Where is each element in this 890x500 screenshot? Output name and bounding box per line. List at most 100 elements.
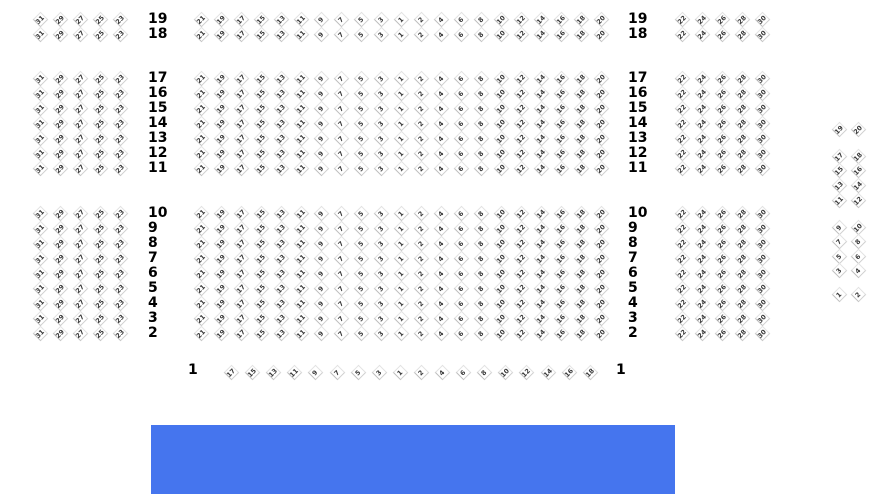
seat-row-side-4[interactable]: 4 (850, 262, 868, 279)
seat-row-2-17[interactable]: 17 (233, 325, 251, 342)
seat-row-18-31[interactable]: 31 (32, 26, 50, 43)
seat-row-18-24[interactable]: 24 (694, 26, 712, 43)
seat-row-2-12[interactable]: 12 (513, 325, 531, 342)
seat-row-2-24[interactable]: 24 (694, 325, 712, 342)
seat-row-11-28[interactable]: 28 (734, 160, 752, 177)
seat-row-2-2[interactable]: 2 (413, 325, 431, 342)
seat-row-18-29[interactable]: 29 (52, 26, 70, 43)
seat-row-11-12[interactable]: 12 (513, 160, 531, 177)
seat-row-11-13[interactable]: 13 (273, 160, 291, 177)
seat-row-11-20[interactable]: 20 (593, 160, 611, 177)
seat-row-18-3[interactable]: 3 (373, 26, 391, 43)
seat-row-18-8[interactable]: 8 (473, 26, 491, 43)
seat-row-1-16[interactable]: 16 (561, 364, 579, 381)
seat-row-2-5[interactable]: 5 (353, 325, 371, 342)
seat-row-side-1[interactable]: 1 (831, 286, 849, 303)
seat-row-2-18[interactable]: 18 (573, 325, 591, 342)
seat-row-11-25[interactable]: 25 (92, 160, 110, 177)
seat-row-11-27[interactable]: 27 (72, 160, 90, 177)
seat-row-1-9[interactable]: 9 (307, 364, 325, 381)
seat-row-2-7[interactable]: 7 (333, 325, 351, 342)
seat-row-11-14[interactable]: 14 (533, 160, 551, 177)
seat-row-2-20[interactable]: 20 (593, 325, 611, 342)
seat-row-18-6[interactable]: 6 (453, 26, 471, 43)
seat-row-11-10[interactable]: 10 (493, 160, 511, 177)
seat-row-18-14[interactable]: 14 (533, 26, 551, 43)
seat-row-11-5[interactable]: 5 (353, 160, 371, 177)
seat-row-2-1[interactable]: 1 (393, 325, 411, 342)
seat-row-11-18[interactable]: 18 (573, 160, 591, 177)
seat-row-18-23[interactable]: 23 (112, 26, 130, 43)
seat-row-18-2[interactable]: 2 (413, 26, 431, 43)
seat-row-2-21[interactable]: 21 (193, 325, 211, 342)
seat-row-side-2[interactable]: 2 (850, 286, 868, 303)
seat-row-1-2[interactable]: 2 (413, 364, 431, 381)
seat-row-18-28[interactable]: 28 (734, 26, 752, 43)
seat-row-11-9[interactable]: 9 (313, 160, 331, 177)
seat-row-2-15[interactable]: 15 (253, 325, 271, 342)
seat-row-2-31[interactable]: 31 (32, 325, 50, 342)
seat-row-1-18[interactable]: 18 (582, 364, 600, 381)
seat-row-11-7[interactable]: 7 (333, 160, 351, 177)
seat-row-side-19[interactable]: 19 (831, 121, 849, 138)
seat-row-11-19[interactable]: 19 (213, 160, 231, 177)
seat-row-18-21[interactable]: 21 (193, 26, 211, 43)
seat-row-2-10[interactable]: 10 (493, 325, 511, 342)
seat-row-11-8[interactable]: 8 (473, 160, 491, 177)
seat-row-2-4[interactable]: 4 (433, 325, 451, 342)
seat-row-18-25[interactable]: 25 (92, 26, 110, 43)
seat-row-1-13[interactable]: 13 (265, 364, 283, 381)
seat-row-1-6[interactable]: 6 (455, 364, 473, 381)
seat-row-18-7[interactable]: 7 (333, 26, 351, 43)
seat-row-18-11[interactable]: 11 (293, 26, 311, 43)
seat-row-2-19[interactable]: 19 (213, 325, 231, 342)
seat-row-18-20[interactable]: 20 (593, 26, 611, 43)
seat-row-1-10[interactable]: 10 (497, 364, 515, 381)
seat-row-18-18[interactable]: 18 (573, 26, 591, 43)
seat-row-2-8[interactable]: 8 (473, 325, 491, 342)
seat-row-11-15[interactable]: 15 (253, 160, 271, 177)
seat-row-1-12[interactable]: 12 (518, 364, 536, 381)
seat-row-side-11[interactable]: 11 (831, 192, 849, 209)
seat-row-2-6[interactable]: 6 (453, 325, 471, 342)
seat-row-2-16[interactable]: 16 (553, 325, 571, 342)
seat-row-18-4[interactable]: 4 (433, 26, 451, 43)
seat-row-18-13[interactable]: 13 (273, 26, 291, 43)
seat-row-18-16[interactable]: 16 (553, 26, 571, 43)
seat-row-11-11[interactable]: 11 (293, 160, 311, 177)
seat-row-11-23[interactable]: 23 (112, 160, 130, 177)
seat-row-11-26[interactable]: 26 (714, 160, 732, 177)
seat-row-11-3[interactable]: 3 (373, 160, 391, 177)
seat-row-18-1[interactable]: 1 (393, 26, 411, 43)
seat-row-2-27[interactable]: 27 (72, 325, 90, 342)
seat-row-11-22[interactable]: 22 (674, 160, 692, 177)
seat-row-1-8[interactable]: 8 (476, 364, 494, 381)
seat-row-11-29[interactable]: 29 (52, 160, 70, 177)
seat-row-2-9[interactable]: 9 (313, 325, 331, 342)
seat-row-11-1[interactable]: 1 (393, 160, 411, 177)
seat-row-11-30[interactable]: 30 (754, 160, 772, 177)
seat-row-18-10[interactable]: 10 (493, 26, 511, 43)
seat-row-2-3[interactable]: 3 (373, 325, 391, 342)
seat-row-18-5[interactable]: 5 (353, 26, 371, 43)
seat-row-2-28[interactable]: 28 (734, 325, 752, 342)
seat-row-11-6[interactable]: 6 (453, 160, 471, 177)
seat-row-2-14[interactable]: 14 (533, 325, 551, 342)
seat-row-1-11[interactable]: 11 (286, 364, 304, 381)
seat-row-2-30[interactable]: 30 (754, 325, 772, 342)
seat-row-11-2[interactable]: 2 (413, 160, 431, 177)
seat-row-18-22[interactable]: 22 (674, 26, 692, 43)
seat-row-1-17[interactable]: 17 (223, 364, 241, 381)
seat-row-1-5[interactable]: 5 (350, 364, 368, 381)
seat-row-18-27[interactable]: 27 (72, 26, 90, 43)
seat-row-11-17[interactable]: 17 (233, 160, 251, 177)
seat-row-18-17[interactable]: 17 (233, 26, 251, 43)
seat-row-1-14[interactable]: 14 (540, 364, 558, 381)
seat-row-2-22[interactable]: 22 (674, 325, 692, 342)
seat-row-18-9[interactable]: 9 (313, 26, 331, 43)
seat-row-11-21[interactable]: 21 (193, 160, 211, 177)
seat-row-1-3[interactable]: 3 (371, 364, 389, 381)
seat-row-side-3[interactable]: 3 (831, 262, 849, 279)
seat-row-2-29[interactable]: 29 (52, 325, 70, 342)
seat-row-18-15[interactable]: 15 (253, 26, 271, 43)
